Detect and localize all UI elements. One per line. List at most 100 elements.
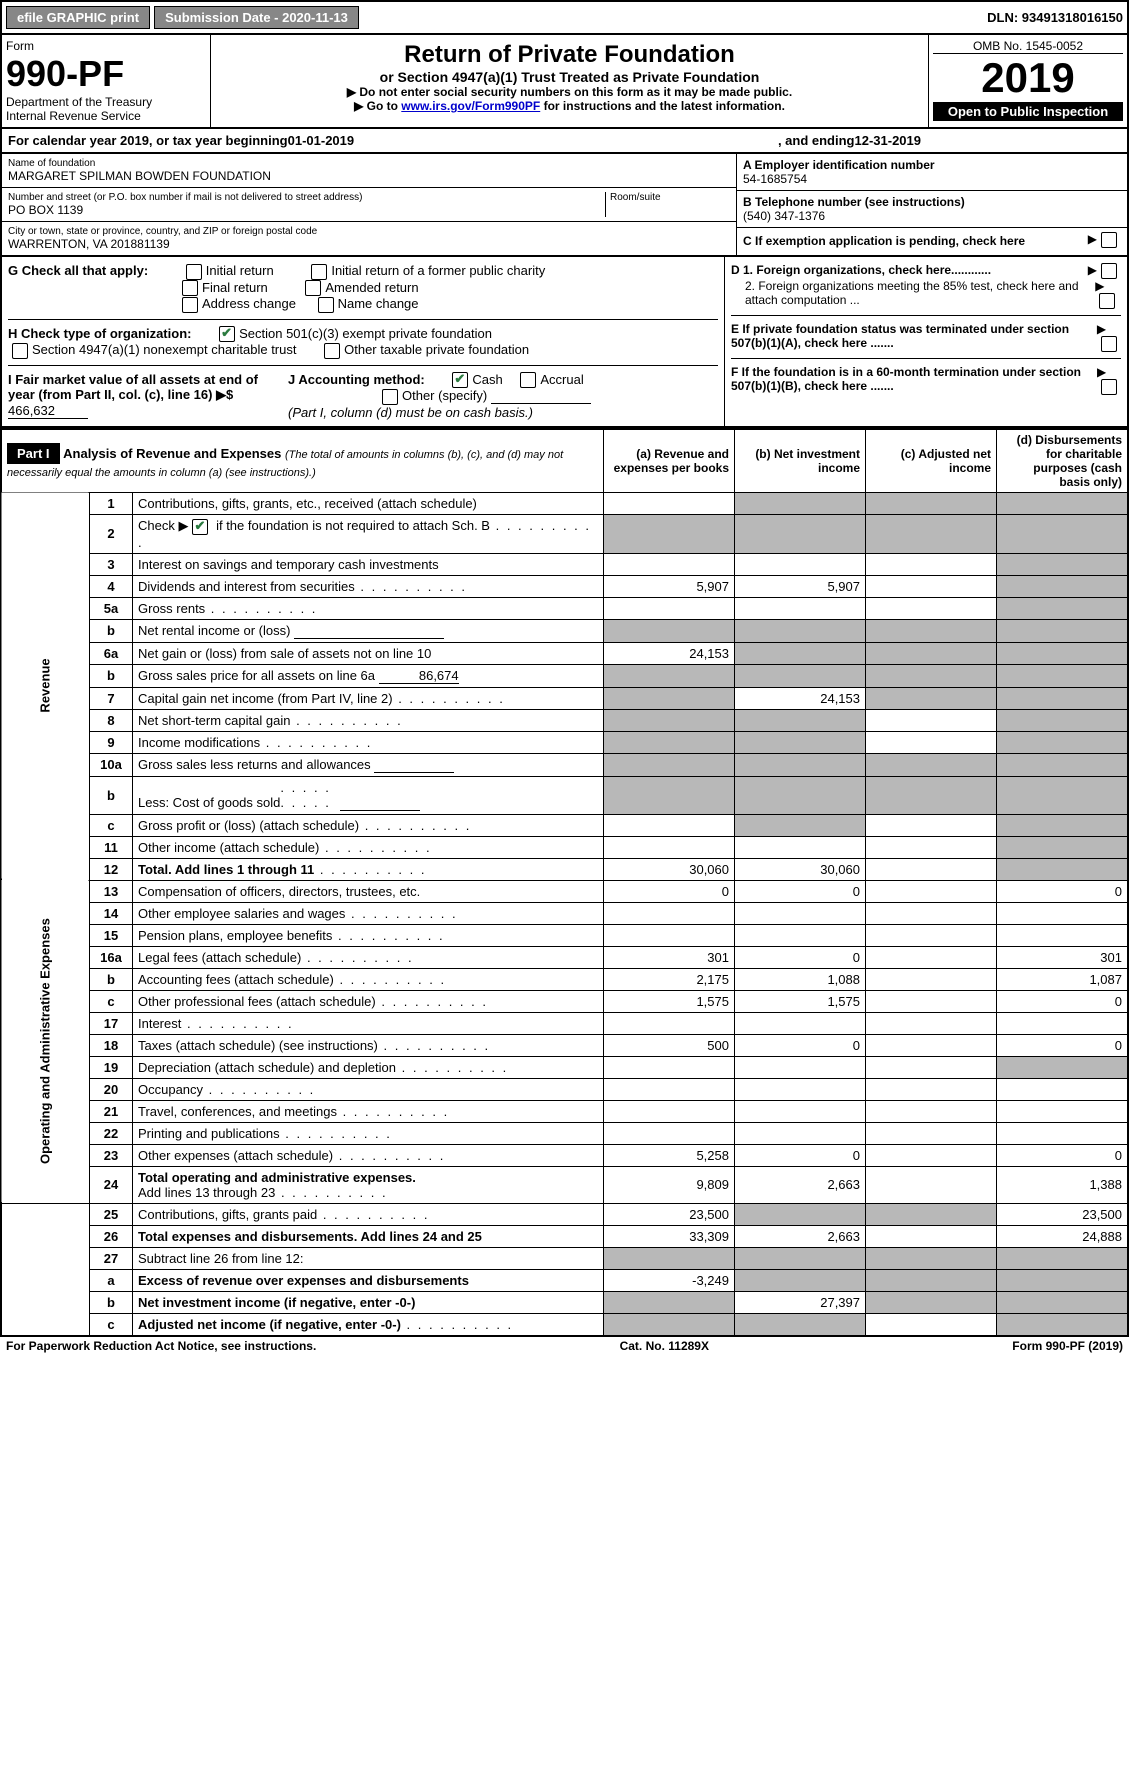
g1-checkbox[interactable] — [186, 264, 202, 280]
e-checkbox[interactable] — [1101, 336, 1117, 352]
top-bar: efile GRAPHIC print Submission Date - 20… — [0, 0, 1129, 35]
col-b-header: (b) Net investment income — [735, 429, 866, 493]
g4-checkbox[interactable] — [305, 280, 321, 296]
col-a-header: (a) Revenue and expenses per books — [604, 429, 735, 493]
header-center: Return of Private Foundation or Section … — [211, 35, 928, 127]
i-label: I Fair market value of all assets at end… — [8, 372, 258, 402]
row-18: Taxes (attach schedule) (see instruction… — [133, 1034, 604, 1056]
part1-label: Part I — [7, 443, 60, 464]
row-9: Income modifications — [133, 731, 604, 753]
form-number: 990-PF — [6, 53, 206, 95]
f-label: F If the foundation is in a 60-month ter… — [731, 365, 1097, 395]
g-label: G Check all that apply: — [8, 263, 148, 278]
h-label: H Check type of organization: — [8, 326, 191, 341]
row-6b: Gross sales price for all assets on line… — [133, 664, 604, 687]
g6-checkbox[interactable] — [318, 297, 334, 313]
row-27: Subtract line 26 from line 12: — [133, 1247, 604, 1269]
row-10c: Gross profit or (loss) (attach schedule) — [133, 814, 604, 836]
d1-checkbox[interactable] — [1101, 263, 1117, 279]
header-right: OMB No. 1545-0052 2019 Open to Public In… — [928, 35, 1127, 127]
phone-value: (540) 347-1376 — [743, 209, 1121, 223]
form-link[interactable]: www.irs.gov/Form990PF — [401, 99, 540, 113]
row-16c: Other professional fees (attach schedule… — [133, 990, 604, 1012]
open-inspection: Open to Public Inspection — [933, 102, 1123, 121]
part1-table: Part I Analysis of Revenue and Expenses … — [0, 428, 1129, 1337]
row-10a: Gross sales less returns and allowances — [133, 753, 604, 776]
form-header: Form 990-PF Department of the Treasury I… — [0, 35, 1129, 129]
addr-label: Number and street (or P.O. box number if… — [8, 192, 605, 203]
dln-text: DLN: 93491318016150 — [987, 10, 1123, 25]
form-subtitle: or Section 4947(a)(1) Trust Treated as P… — [217, 69, 922, 85]
row-5b: Net rental income or (loss) — [133, 619, 604, 642]
exemption-label: C If exemption application is pending, c… — [743, 234, 1025, 248]
row-6a: Net gain or (loss) from sale of assets n… — [133, 642, 604, 664]
dept-treasury: Department of the Treasury — [6, 95, 206, 109]
c-checkbox[interactable] — [1101, 232, 1117, 248]
row-21: Travel, conferences, and meetings — [133, 1100, 604, 1122]
row-27a: Excess of revenue over expenses and disb… — [133, 1269, 604, 1291]
omb-number: OMB No. 1545-0052 — [933, 39, 1123, 54]
row-22: Printing and publications — [133, 1122, 604, 1144]
row-27b: Net investment income (if negative, ente… — [133, 1291, 604, 1313]
row-4: Dividends and interest from securities — [133, 575, 604, 597]
form-label: Form — [6, 39, 206, 53]
entity-info: Name of foundation MARGARET SPILMAN BOWD… — [0, 154, 1129, 257]
address: PO BOX 1139 — [8, 203, 605, 217]
f-checkbox[interactable] — [1101, 379, 1117, 395]
tax-year: 2019 — [933, 54, 1123, 102]
g3-checkbox[interactable] — [182, 280, 198, 296]
row-19: Depreciation (attach schedule) and deple… — [133, 1056, 604, 1078]
row-27c: Adjusted net income (if negative, enter … — [133, 1313, 604, 1336]
schb-checkbox[interactable] — [192, 519, 208, 535]
row-13: Compensation of officers, directors, tru… — [133, 880, 604, 902]
row-10b: Less: Cost of goods sold — [133, 776, 604, 814]
g5-checkbox[interactable] — [182, 297, 198, 313]
ein-value: 54-1685754 — [743, 172, 1121, 186]
d2-checkbox[interactable] — [1099, 293, 1115, 309]
row-16a: Legal fees (attach schedule) — [133, 946, 604, 968]
revenue-label: Revenue — [1, 492, 90, 880]
h3-checkbox[interactable] — [324, 343, 340, 359]
d1-label: D 1. Foreign organizations, check here..… — [731, 263, 991, 279]
j-label: J Accounting method: — [288, 372, 425, 387]
ein-label: A Employer identification number — [743, 158, 1121, 172]
row-8: Net short-term capital gain — [133, 709, 604, 731]
row-12: Total. Add lines 1 through 11 — [133, 858, 604, 880]
h1-checkbox[interactable] — [219, 326, 235, 342]
footer-mid: Cat. No. 11289X — [620, 1339, 709, 1353]
footer-right: Form 990-PF (2019) — [1012, 1339, 1123, 1353]
row-15: Pension plans, employee benefits — [133, 924, 604, 946]
city-label: City or town, state or province, country… — [8, 226, 730, 237]
g2-checkbox[interactable] — [311, 264, 327, 280]
submission-btn[interactable]: Submission Date - 2020-11-13 — [154, 6, 359, 29]
j-cash-checkbox[interactable] — [452, 372, 468, 388]
calendar-year: For calendar year 2019, or tax year begi… — [0, 129, 1129, 154]
fmv-value: 466,632 — [8, 403, 88, 419]
header-left: Form 990-PF Department of the Treasury I… — [2, 35, 211, 127]
city-state-zip: WARRENTON, VA 201881139 — [8, 237, 730, 251]
row-5a: Gross rents — [133, 597, 604, 619]
note-goto: ▶ Go to www.irs.gov/Form990PF for instru… — [217, 99, 922, 113]
efile-btn[interactable]: efile GRAPHIC print — [6, 6, 150, 29]
row-7: Capital gain net income (from Part IV, l… — [133, 687, 604, 709]
check-section: G Check all that apply: Initial return I… — [0, 257, 1129, 428]
room-label: Room/suite — [610, 192, 730, 203]
footer: For Paperwork Reduction Act Notice, see … — [0, 1337, 1129, 1355]
name-label: Name of foundation — [8, 158, 730, 169]
row-14: Other employee salaries and wages — [133, 902, 604, 924]
d2-label: 2. Foreign organizations meeting the 85%… — [731, 279, 1095, 309]
irs-label: Internal Revenue Service — [6, 109, 206, 123]
row-17: Interest — [133, 1012, 604, 1034]
expenses-label: Operating and Administrative Expenses — [1, 880, 90, 1203]
form-title: Return of Private Foundation — [217, 41, 922, 69]
row-3: Interest on savings and temporary cash i… — [133, 553, 604, 575]
j-other-checkbox[interactable] — [382, 389, 398, 405]
h2-checkbox[interactable] — [12, 343, 28, 359]
row-26: Total expenses and disbursements. Add li… — [133, 1225, 604, 1247]
j-note: (Part I, column (d) must be on cash basi… — [288, 405, 533, 420]
row-23: Other expenses (attach schedule) — [133, 1144, 604, 1166]
col-d-header: (d) Disbursements for charitable purpose… — [997, 429, 1129, 493]
j-accrual-checkbox[interactable] — [520, 372, 536, 388]
footer-left: For Paperwork Reduction Act Notice, see … — [6, 1339, 316, 1353]
e-label: E If private foundation status was termi… — [731, 322, 1097, 352]
